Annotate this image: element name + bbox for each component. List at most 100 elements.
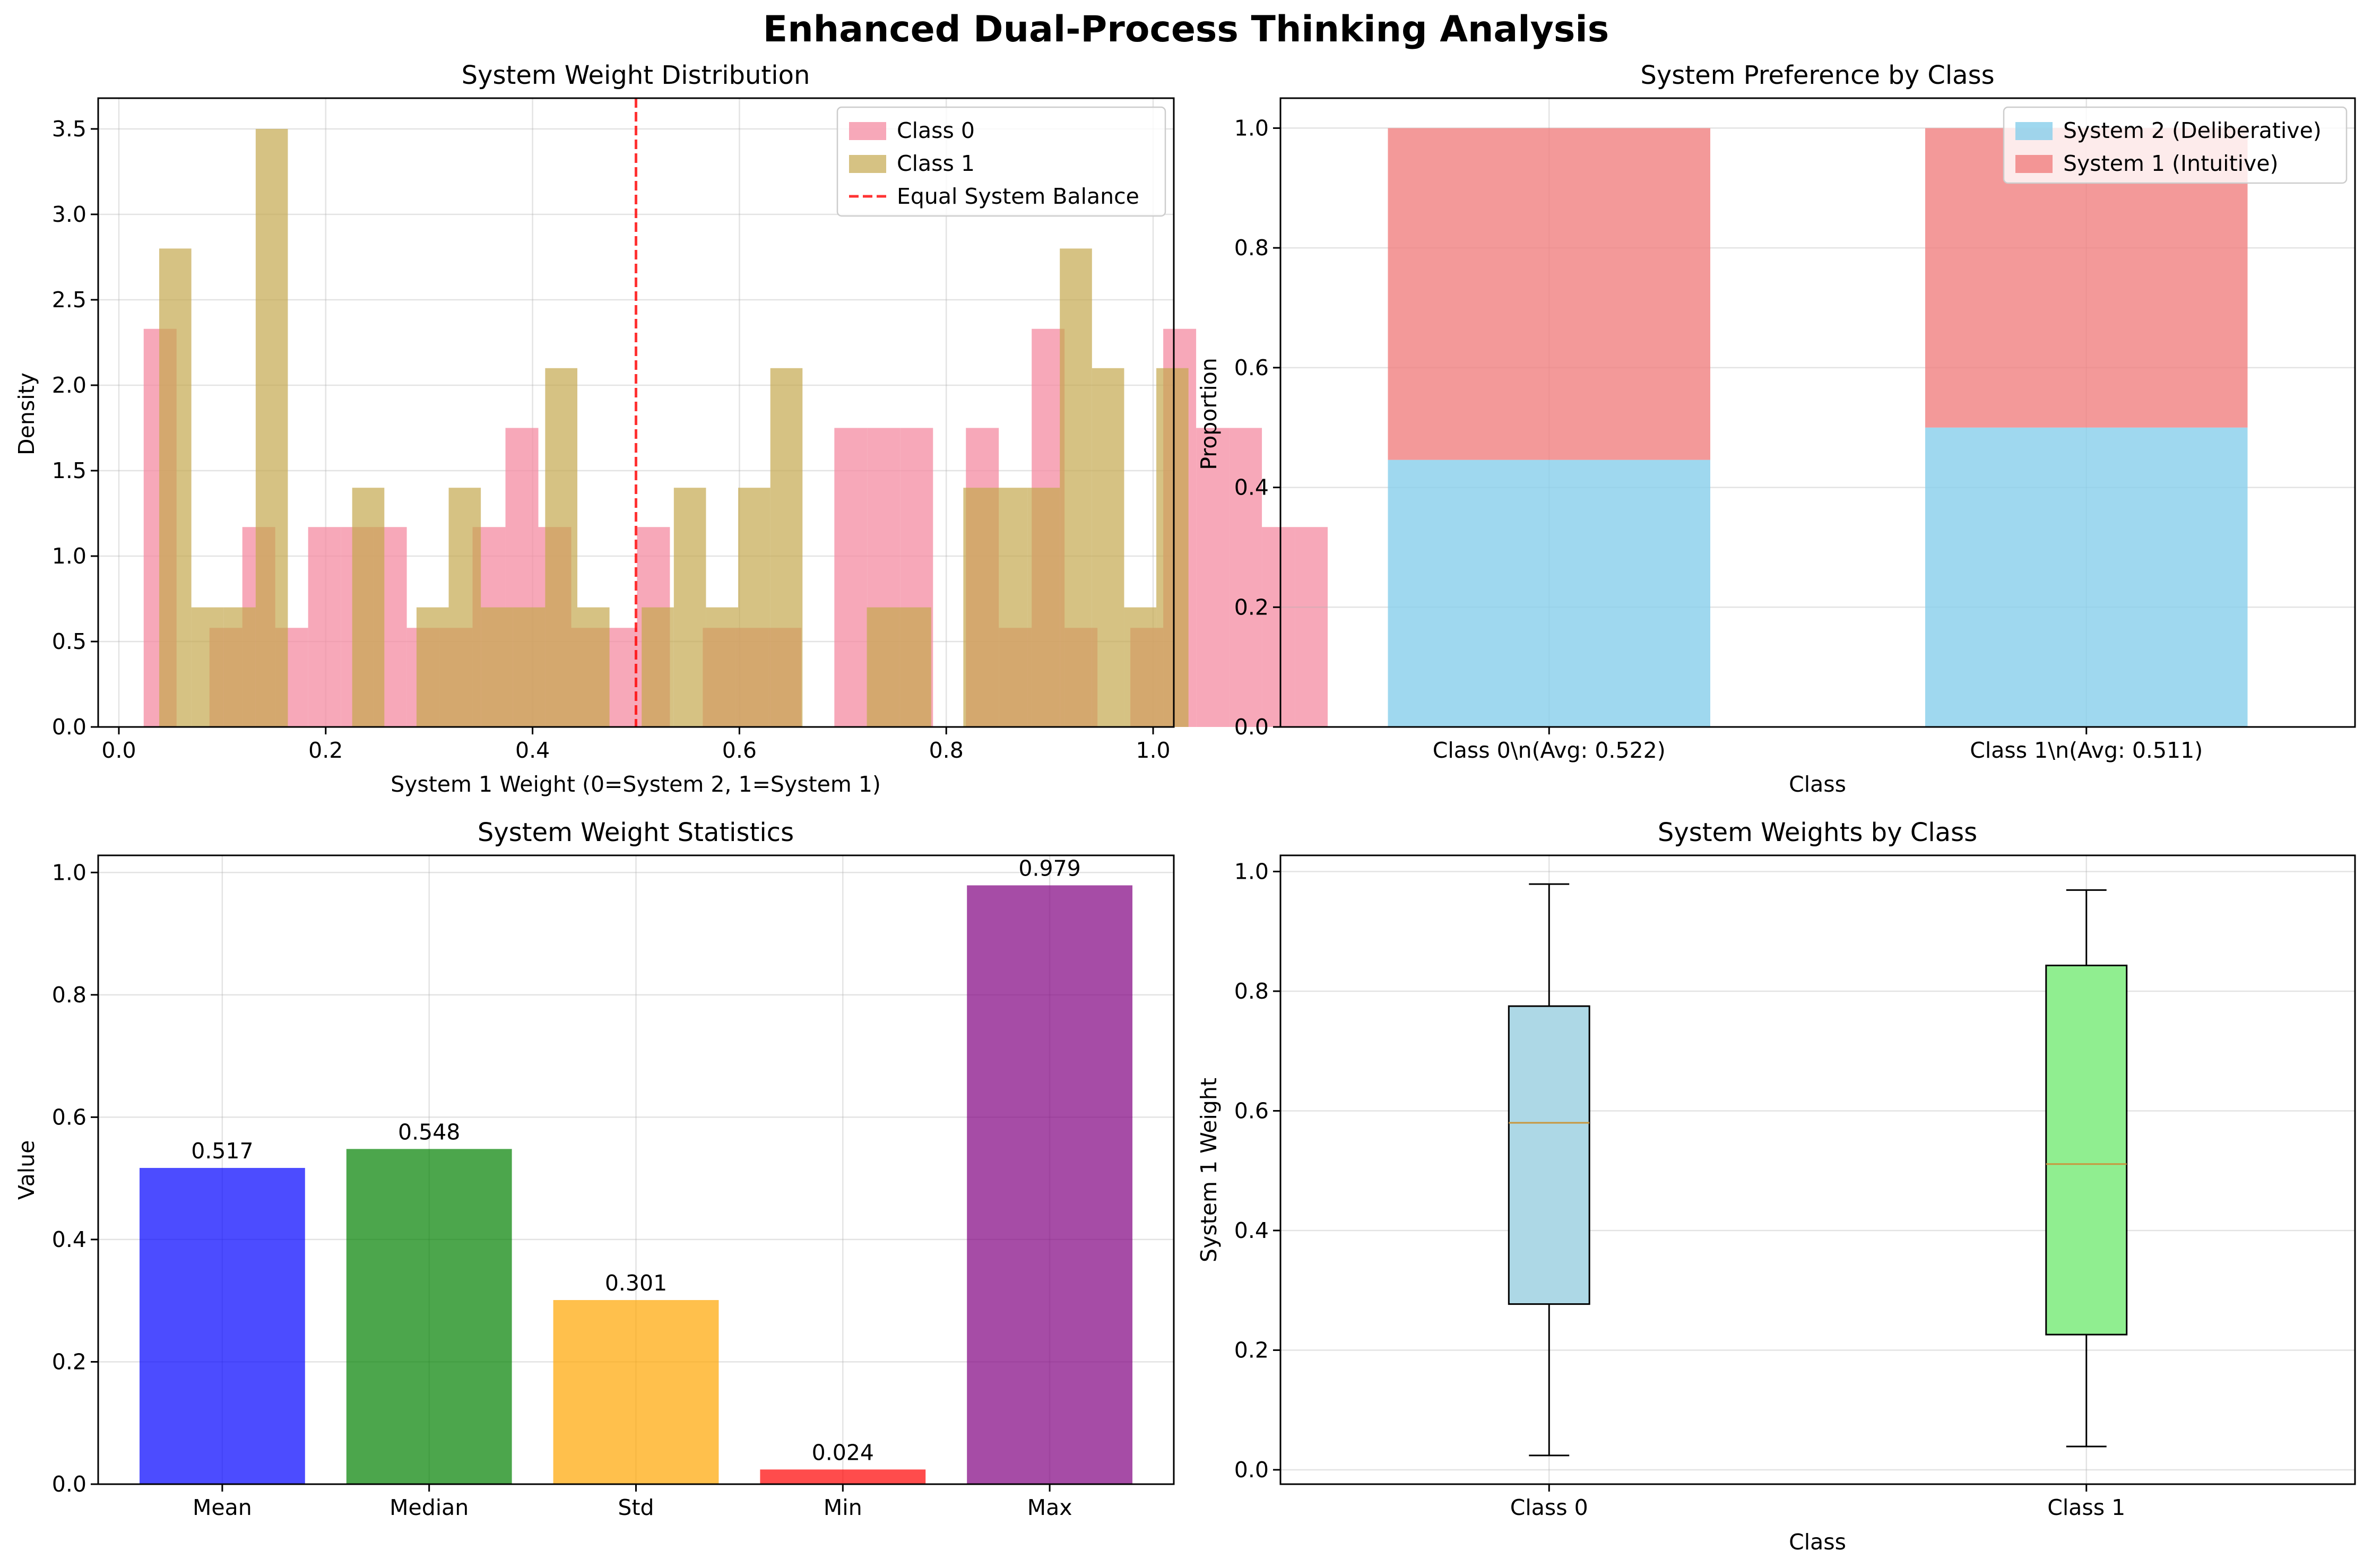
histogram-xtick-label: 0.4 bbox=[515, 738, 550, 763]
stacked-bar-ytick-label: 0.6 bbox=[1234, 355, 1269, 380]
legend-swatch bbox=[2015, 122, 2053, 140]
statistics-ytick-label: 0.4 bbox=[52, 1227, 86, 1252]
class-1-bin bbox=[1156, 368, 1189, 727]
statistics-ytick-label: 1.0 bbox=[52, 860, 86, 885]
histogram-xtick-label: 0.2 bbox=[308, 738, 343, 763]
stacked-bar-panel: System Preference by Class Class Proport… bbox=[1196, 60, 2356, 797]
class-1-bin bbox=[1092, 368, 1124, 727]
class-1-bin bbox=[255, 128, 288, 727]
histogram-ytick-label: 0.0 bbox=[52, 714, 86, 740]
histogram-ytick-label: 1.0 bbox=[52, 543, 86, 569]
stat-value-label: 0.024 bbox=[812, 1440, 874, 1465]
statistics-title: System Weight Statistics bbox=[478, 818, 794, 847]
statistics-ytick-label: 0.0 bbox=[52, 1471, 86, 1497]
class-0-bin bbox=[834, 428, 868, 727]
system-2-bar bbox=[1388, 460, 1710, 727]
class-1-bin bbox=[1027, 488, 1060, 727]
class-1-bin bbox=[223, 607, 256, 727]
class-1-bin bbox=[1124, 607, 1157, 727]
statistics-xtick-label: Mean bbox=[193, 1495, 252, 1520]
stacked-bar-ylabel: Proportion bbox=[1196, 358, 1222, 470]
statistics-xtick-label: Median bbox=[389, 1495, 469, 1520]
stat-bar-mean bbox=[139, 1168, 305, 1484]
stat-bar-median bbox=[346, 1149, 512, 1484]
class-0-bin bbox=[308, 527, 341, 727]
statistics-xtick-label: Min bbox=[824, 1495, 862, 1520]
box-class-1 bbox=[2045, 964, 2128, 1336]
stat-value-label: 0.548 bbox=[398, 1119, 460, 1145]
boxplot-xtick-label: Class 1 bbox=[2047, 1495, 2125, 1520]
class-0-bin bbox=[1262, 527, 1295, 727]
histogram-xtick-label: 0.0 bbox=[101, 738, 136, 763]
legend-label: Equal System Balance bbox=[897, 184, 1139, 209]
class-1-bin bbox=[191, 607, 224, 727]
histogram-xtick-label: 1.0 bbox=[1136, 738, 1170, 763]
class-1-bin bbox=[481, 607, 513, 727]
histogram-ytick-label: 1.5 bbox=[52, 458, 86, 483]
histogram-legend bbox=[836, 106, 1166, 217]
statistics-xtick-label: Std bbox=[618, 1495, 654, 1520]
histogram-panel: System Weight Distribution System 1 Weig… bbox=[14, 60, 1328, 797]
class-1-bin bbox=[867, 607, 899, 727]
class-1-bin bbox=[770, 368, 803, 727]
figure-title: Enhanced Dual-Process Thinking Analysis bbox=[763, 8, 1609, 50]
class-1-bin bbox=[159, 248, 192, 727]
class-0-bin bbox=[1196, 428, 1230, 727]
boxplot-ytick-label: 0.8 bbox=[1234, 978, 1269, 1004]
histogram-xlabel: System 1 Weight (0=System 2, 1=System 1) bbox=[391, 772, 881, 797]
class-1-bin bbox=[995, 488, 1028, 727]
class-1-bin bbox=[673, 488, 706, 727]
class-1-bin bbox=[899, 607, 931, 727]
stacked-bar-ytick-label: 1.0 bbox=[1234, 115, 1269, 141]
system-1-bar bbox=[1388, 128, 1710, 460]
boxplot-xtick-label: Class 0 bbox=[1510, 1495, 1588, 1520]
legend-label: System 2 (Deliberative) bbox=[2063, 118, 2322, 143]
class-1-bin bbox=[642, 607, 674, 727]
class-1-bin bbox=[706, 607, 739, 727]
system-2-bar bbox=[1925, 427, 2248, 727]
boxplot-ytick-label: 0.6 bbox=[1234, 1098, 1269, 1123]
class-1-bin bbox=[448, 488, 481, 727]
class-0-bin bbox=[1229, 428, 1262, 727]
statistics-axes-frame bbox=[97, 854, 1175, 1485]
boxplot-ytick-label: 0.2 bbox=[1234, 1337, 1269, 1363]
histogram-axes-frame bbox=[97, 97, 1175, 728]
class-0-bin bbox=[1295, 527, 1328, 727]
histogram-ytick-label: 2.5 bbox=[52, 287, 86, 313]
statistics-bar-panel: System Weight Statistics Value 0.0 0.2 0.4… bbox=[14, 818, 1175, 1520]
class-1-bin bbox=[416, 607, 449, 727]
stacked-bar-xtick-label: Class 0\n(Avg: 0.522) bbox=[1433, 738, 1666, 763]
stacked-bar-ytick-label: 0.2 bbox=[1234, 594, 1269, 620]
stat-bar-min bbox=[760, 1469, 926, 1484]
stat-value-label: 0.979 bbox=[1018, 855, 1080, 881]
stacked-bar-legend bbox=[2003, 106, 2348, 184]
stacked-bar-ytick-label: 0.8 bbox=[1234, 235, 1269, 261]
class-1-bin bbox=[738, 488, 771, 727]
boxplot-title: System Weights by Class bbox=[1658, 818, 1977, 847]
histogram-ytick-label: 3.5 bbox=[52, 116, 86, 142]
legend-label: System 1 (Intuitive) bbox=[2063, 151, 2279, 176]
stat-bar-max bbox=[967, 885, 1133, 1484]
boxplot-axes-frame bbox=[1279, 854, 2356, 1485]
legend-swatch bbox=[2015, 155, 2053, 173]
class-1-bin bbox=[352, 488, 385, 727]
histogram-xtick-label: 0.6 bbox=[722, 738, 757, 763]
box-class-0 bbox=[1508, 1005, 1590, 1305]
stacked-bar-axes-frame bbox=[1279, 97, 2356, 728]
stacked-bar-ytick-label: 0.4 bbox=[1234, 475, 1269, 500]
statistics-ytick-label: 0.8 bbox=[52, 982, 86, 1008]
class-1-bin bbox=[577, 607, 610, 727]
stat-bar-std bbox=[553, 1300, 719, 1484]
legend-label: Class 1 bbox=[897, 151, 975, 176]
class-1-bin bbox=[545, 368, 577, 727]
histogram-ytick-label: 3.0 bbox=[52, 202, 86, 227]
histogram-ytick-label: 2.0 bbox=[52, 372, 86, 398]
stacked-bar-ytick-label: 0.0 bbox=[1234, 714, 1269, 740]
statistics-ytick-label: 0.6 bbox=[52, 1104, 86, 1130]
histogram-title: System Weight Distribution bbox=[462, 60, 810, 90]
stacked-bar-title: System Preference by Class bbox=[1640, 60, 1994, 90]
statistics-ylabel: Value bbox=[14, 1140, 39, 1200]
statistics-ytick-label: 0.2 bbox=[52, 1349, 86, 1374]
legend-swatch bbox=[849, 122, 886, 140]
